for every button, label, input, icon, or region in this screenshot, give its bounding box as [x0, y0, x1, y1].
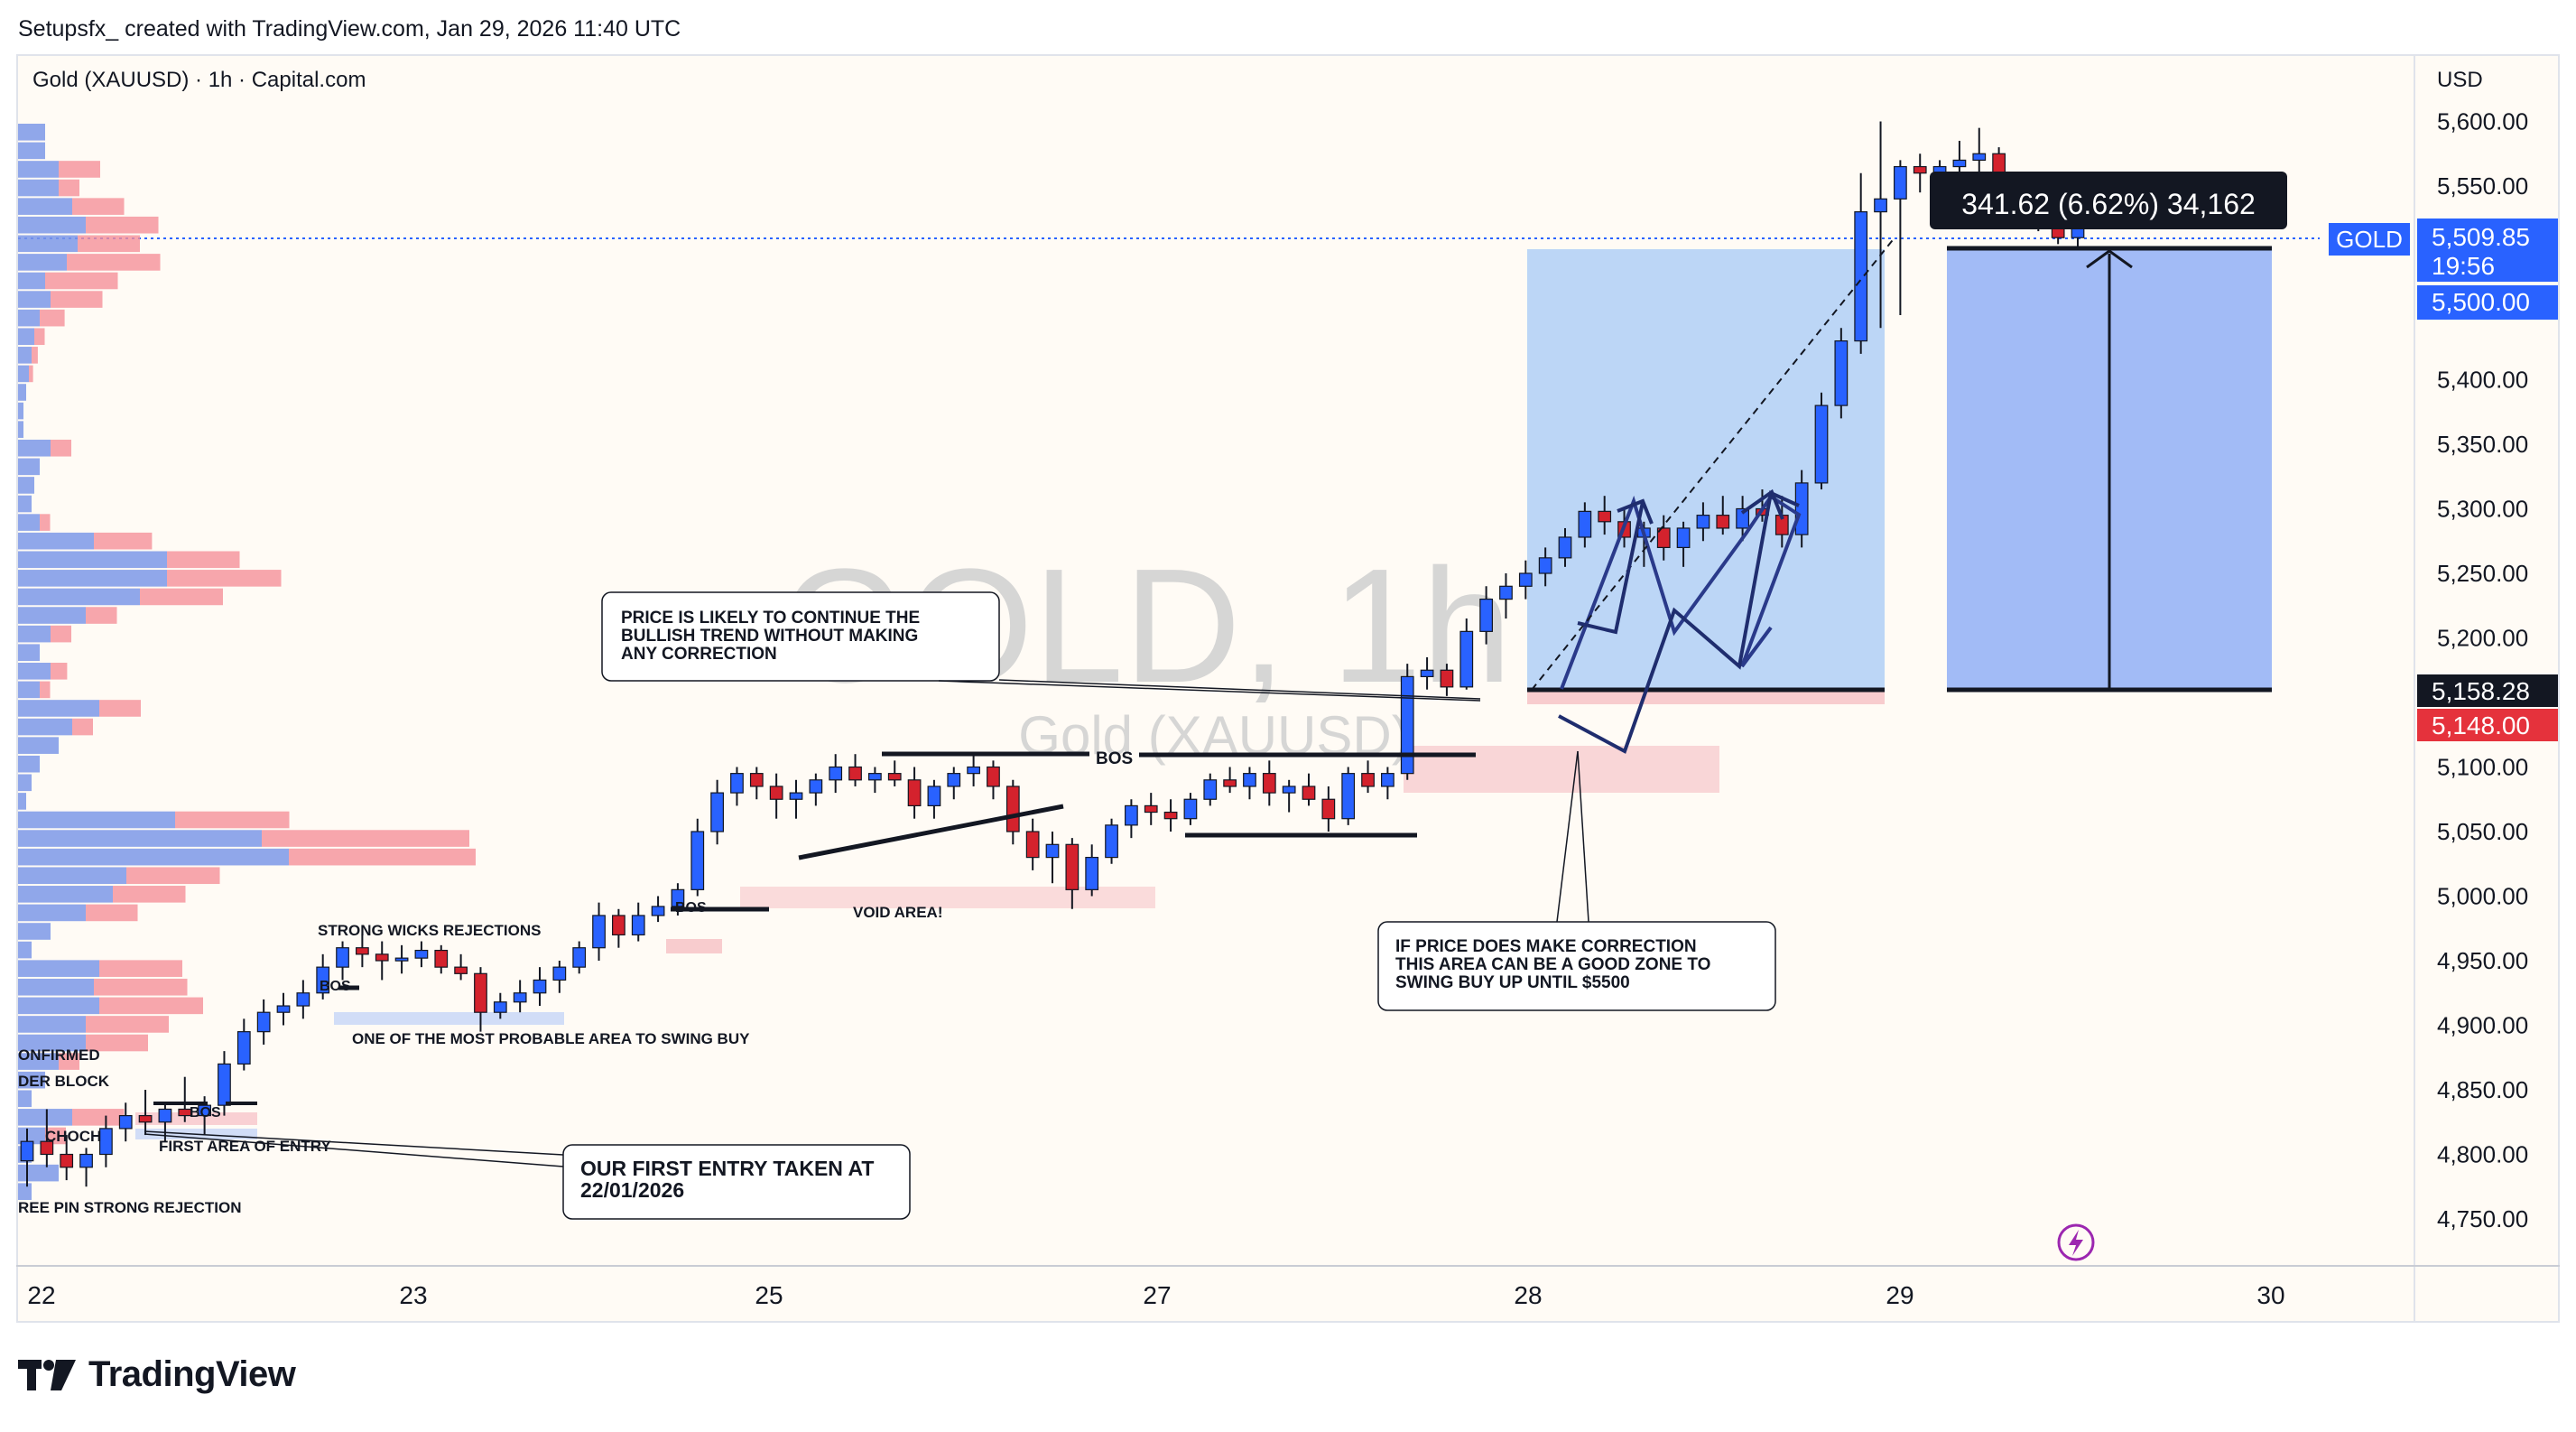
chart-frame[interactable] — [16, 54, 2560, 1323]
tradingview-logo-text: TradingView — [88, 1354, 296, 1394]
tradingview-logo-icon — [18, 1359, 76, 1390]
chart-credit: Setupsfx_ created with TradingView.com, … — [18, 16, 681, 42]
symbol-title: Gold (XAUUSD) · 1h · Capital.com — [32, 68, 366, 92]
tradingview-logo[interactable]: TradingView — [18, 1354, 296, 1395]
